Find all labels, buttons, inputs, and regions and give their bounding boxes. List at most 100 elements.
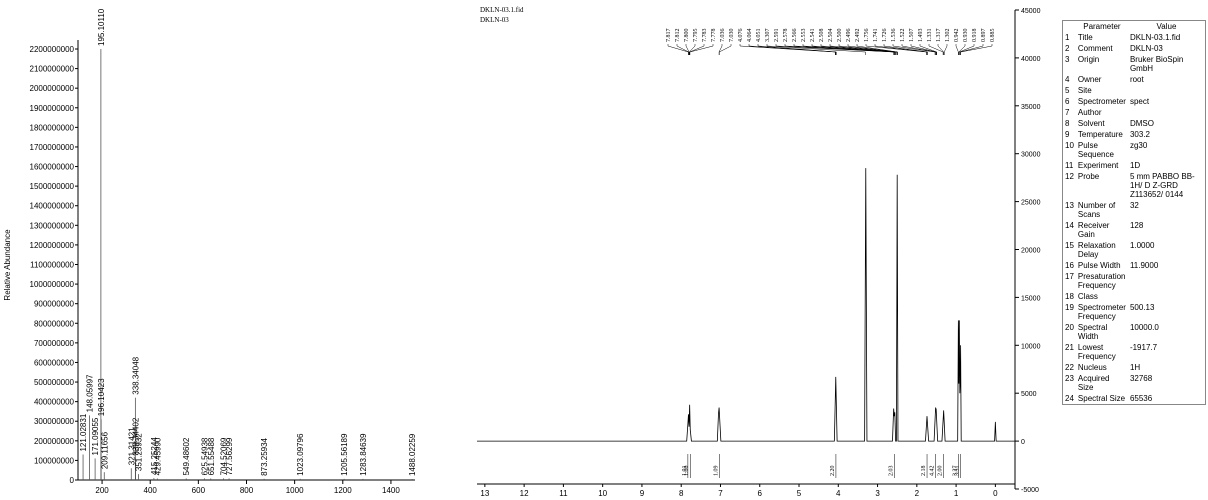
y-tick-label: 1300000000 [30, 221, 75, 230]
parameter-table: Parameter Value 1 Title DKLN-03.1.fid 2 Commen… [1062, 20, 1206, 405]
value: 500.13 [1129, 303, 1155, 312]
y-axis-label: Relative Abundance [3, 229, 12, 301]
peak-label: 351.25932 [134, 433, 143, 471]
parameter: Class [1077, 292, 1098, 301]
peak-label: 651.55488 [207, 437, 216, 475]
peak-connector [928, 44, 944, 55]
x-tick-label: 200 [95, 486, 109, 495]
peak-label: 4.076 [738, 29, 744, 43]
table-row: 24 Spectral Size 65536 [1063, 393, 1205, 404]
header-cell: Value [1156, 22, 1177, 31]
parameter: Receiver Gain [1077, 221, 1110, 239]
value: 1.0000 [1129, 241, 1155, 250]
peak-label: 148.05997 [86, 374, 95, 412]
x-tick-label: 9 [640, 489, 645, 498]
peak-label: 0.897 [981, 29, 987, 43]
y-tick-label: 5000 [1021, 391, 1037, 398]
peak-connector [748, 44, 837, 55]
peak-connector [689, 44, 696, 55]
parameter: Title [1077, 33, 1093, 42]
value: 128 [1129, 221, 1144, 230]
peak-label: 7.800 [684, 29, 690, 43]
peak-label: 321.31421 [127, 427, 136, 465]
table-row: 3 Origin Bruker BioSpin GmbH [1063, 54, 1205, 74]
row-number: 2 [1065, 44, 1070, 53]
peak-label: 7.036 [720, 29, 726, 43]
table-header: Parameter Value [1063, 21, 1205, 32]
table-row: 4 Owner root [1063, 74, 1205, 85]
y-tick-label: 45000 [1021, 8, 1041, 15]
x-tick-label: 600 [192, 486, 206, 495]
table-row: 7 Author [1063, 107, 1205, 118]
integral-label: 3.27 [952, 466, 958, 477]
parameter: Number of Scans [1077, 201, 1116, 219]
table: Parameter Value 1 Title DKLN-03.1.fid 2 Commen… [1063, 21, 1205, 404]
y-tick-label: 40000 [1021, 56, 1041, 63]
peak-label: 1.756 [864, 29, 870, 43]
y-tick-label: 300000000 [34, 417, 75, 426]
x-tick-label: 2 [915, 489, 920, 498]
spectrum-line [477, 168, 1015, 442]
table-row: 23 Acquired Size 32768 [1063, 373, 1205, 393]
y-tick-label: 2000000000 [30, 84, 75, 93]
row-number: 5 [1065, 86, 1070, 95]
row-number: 1 [1065, 33, 1070, 42]
peak-label: 209.11656 [100, 431, 109, 469]
peak-connector [937, 44, 944, 55]
peak-label: 2.496 [846, 29, 852, 43]
peak-label: 415.25244 [150, 437, 159, 475]
table-row: 20 Spectral Width 10000.0 [1063, 322, 1205, 342]
y-tick-label: 900000000 [34, 300, 75, 309]
peak-connector [955, 44, 959, 55]
x-tick-label: 4 [836, 489, 841, 498]
integral-label: 2.03 [888, 466, 894, 477]
parameter: Spectral Width [1077, 323, 1108, 341]
peak-label: 196.10423 [97, 378, 106, 416]
y-tick-label: 600000000 [34, 358, 75, 367]
peak-connector [883, 44, 928, 55]
peak-label: 0.885 [990, 29, 996, 43]
peak-label: 338.34048 [131, 356, 140, 394]
peak-label: 2.591 [774, 29, 780, 43]
parameter: Acquired Size [1077, 374, 1110, 392]
y-tick-label: 20000 [1021, 248, 1041, 255]
peak-connector [802, 44, 896, 55]
table-row: 2 Comment DKLN-03 [1063, 43, 1205, 54]
y-tick-label: 1200000000 [30, 241, 75, 250]
peak-label: 195.10110 [97, 8, 106, 46]
y-tick-label: 10000 [1021, 343, 1041, 350]
table-row: 14 Receiver Gain 128 [1063, 220, 1205, 240]
parameter: Solvent [1077, 119, 1105, 128]
integral-label: 1.01 [682, 466, 688, 477]
y-tick-label: 1800000000 [30, 123, 75, 132]
y-tick-label: 1900000000 [30, 104, 75, 113]
peak-connector [959, 44, 975, 55]
peak-label: 1.741 [873, 29, 879, 43]
header-cell: Parameter [1083, 22, 1121, 31]
integral-label: 1.09 [713, 466, 719, 477]
parameter: Owner [1077, 75, 1102, 84]
x-tick-label: 400 [144, 486, 158, 495]
table-row: 12 Probe 5 mm PABBO BB-1H/ D Z-GRD Z113652… [1063, 171, 1205, 200]
peak-connector [676, 44, 689, 55]
x-tick-label: 3 [875, 489, 880, 498]
peak-label: 2.508 [819, 29, 825, 43]
peak-label: 7.817 [666, 29, 672, 43]
peak-label: 727.56299 [225, 437, 234, 475]
y-tick-label: 100000000 [34, 456, 75, 465]
row-number: 13 [1065, 201, 1074, 210]
table-row: 18 Class [1063, 291, 1205, 302]
y-tick-label: 0 [1021, 439, 1025, 446]
peak-label: 3.307 [765, 29, 771, 43]
peak-label: 7.778 [711, 29, 717, 43]
peak-label: 7.795 [693, 29, 699, 43]
peak-connector [892, 44, 936, 55]
peak-connector [943, 44, 948, 55]
peak-label: 1205.56189 [340, 433, 349, 476]
parameter: Spectral Size [1077, 394, 1126, 403]
peak-connector [874, 44, 928, 55]
y-tick-label: 1500000000 [30, 182, 75, 191]
peak-label: 1.317 [936, 29, 942, 43]
value: 1D [1129, 161, 1141, 170]
